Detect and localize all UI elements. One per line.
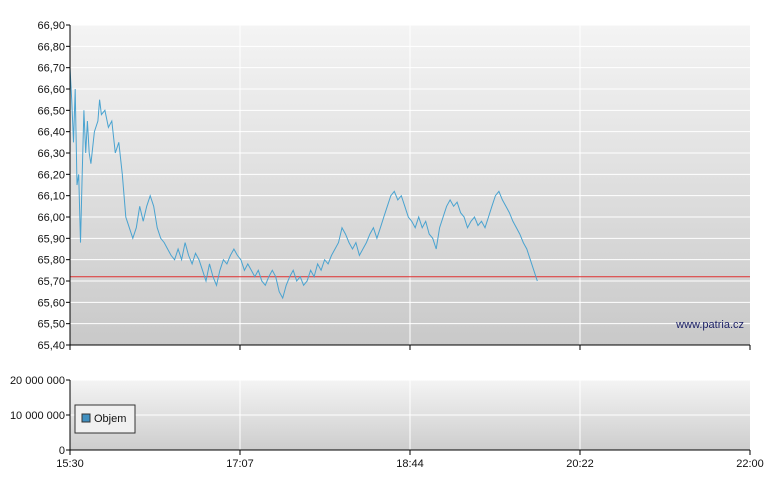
price-x-grid bbox=[239, 25, 581, 345]
price-x-tick-marks bbox=[69, 345, 751, 350]
price-y-tick-label: 65,70 bbox=[37, 276, 65, 288]
price-y-tick-label: 66,60 bbox=[37, 84, 65, 96]
price-y-tick-label: 66,30 bbox=[37, 148, 65, 160]
price-y-tick-label: 66,70 bbox=[37, 63, 65, 75]
volume-panel: 20 000 000 10 000 000 0 15:30 17:07 18:44 20:… bbox=[10, 375, 764, 470]
price-y-tick-label: 66,90 bbox=[37, 20, 65, 32]
price-y-tick-label: 65,40 bbox=[37, 340, 65, 352]
x-tick-label: 22:00 bbox=[736, 458, 764, 470]
x-tick-label: 18:44 bbox=[396, 458, 424, 470]
volume-x-grid bbox=[239, 380, 581, 450]
volume-x-tick-labels: 15:30 17:07 18:44 20:22 22:00 bbox=[56, 450, 764, 470]
price-y-tick-label: 65,50 bbox=[37, 319, 65, 331]
volume-y-tick-label: 0 bbox=[59, 445, 65, 457]
price-y-tick-label: 66,80 bbox=[37, 41, 65, 53]
volume-y-tick-labels: 20 000 000 10 000 000 0 bbox=[10, 375, 70, 457]
volume-y-tick-label: 10 000 000 bbox=[10, 410, 65, 422]
volume-y-tick-label: 20 000 000 bbox=[10, 375, 65, 387]
price-series-line bbox=[69, 67, 538, 300]
legend-swatch-icon bbox=[81, 413, 91, 423]
price-panel: 66,90 66,80 66,70 66,60 66,50 66,40 66,30 66,20… bbox=[37, 20, 751, 352]
price-y-tick-label: 66,10 bbox=[37, 191, 65, 203]
price-y-tick-label: 66,50 bbox=[37, 105, 65, 117]
legend-label-objem: Objem bbox=[94, 413, 126, 425]
x-tick-label: 15:30 bbox=[56, 458, 84, 470]
volume-legend: Objem bbox=[74, 404, 136, 434]
x-tick-label: 20:22 bbox=[566, 458, 594, 470]
price-y-tick-label: 65,90 bbox=[37, 233, 65, 245]
x-tick-label: 17:07 bbox=[226, 458, 254, 470]
price-y-tick-label: 66,20 bbox=[37, 169, 65, 181]
price-y-tick-label: 65,60 bbox=[37, 297, 65, 309]
price-y-tick-label: 65,80 bbox=[37, 255, 65, 267]
watermark: www.patria.cz bbox=[675, 319, 744, 331]
price-y-tick-labels: 66,90 66,80 66,70 66,60 66,50 66,40 66,30 66,20… bbox=[37, 20, 70, 352]
price-y-tick-label: 66,40 bbox=[37, 127, 65, 139]
price-y-tick-label: 66,00 bbox=[37, 212, 65, 224]
